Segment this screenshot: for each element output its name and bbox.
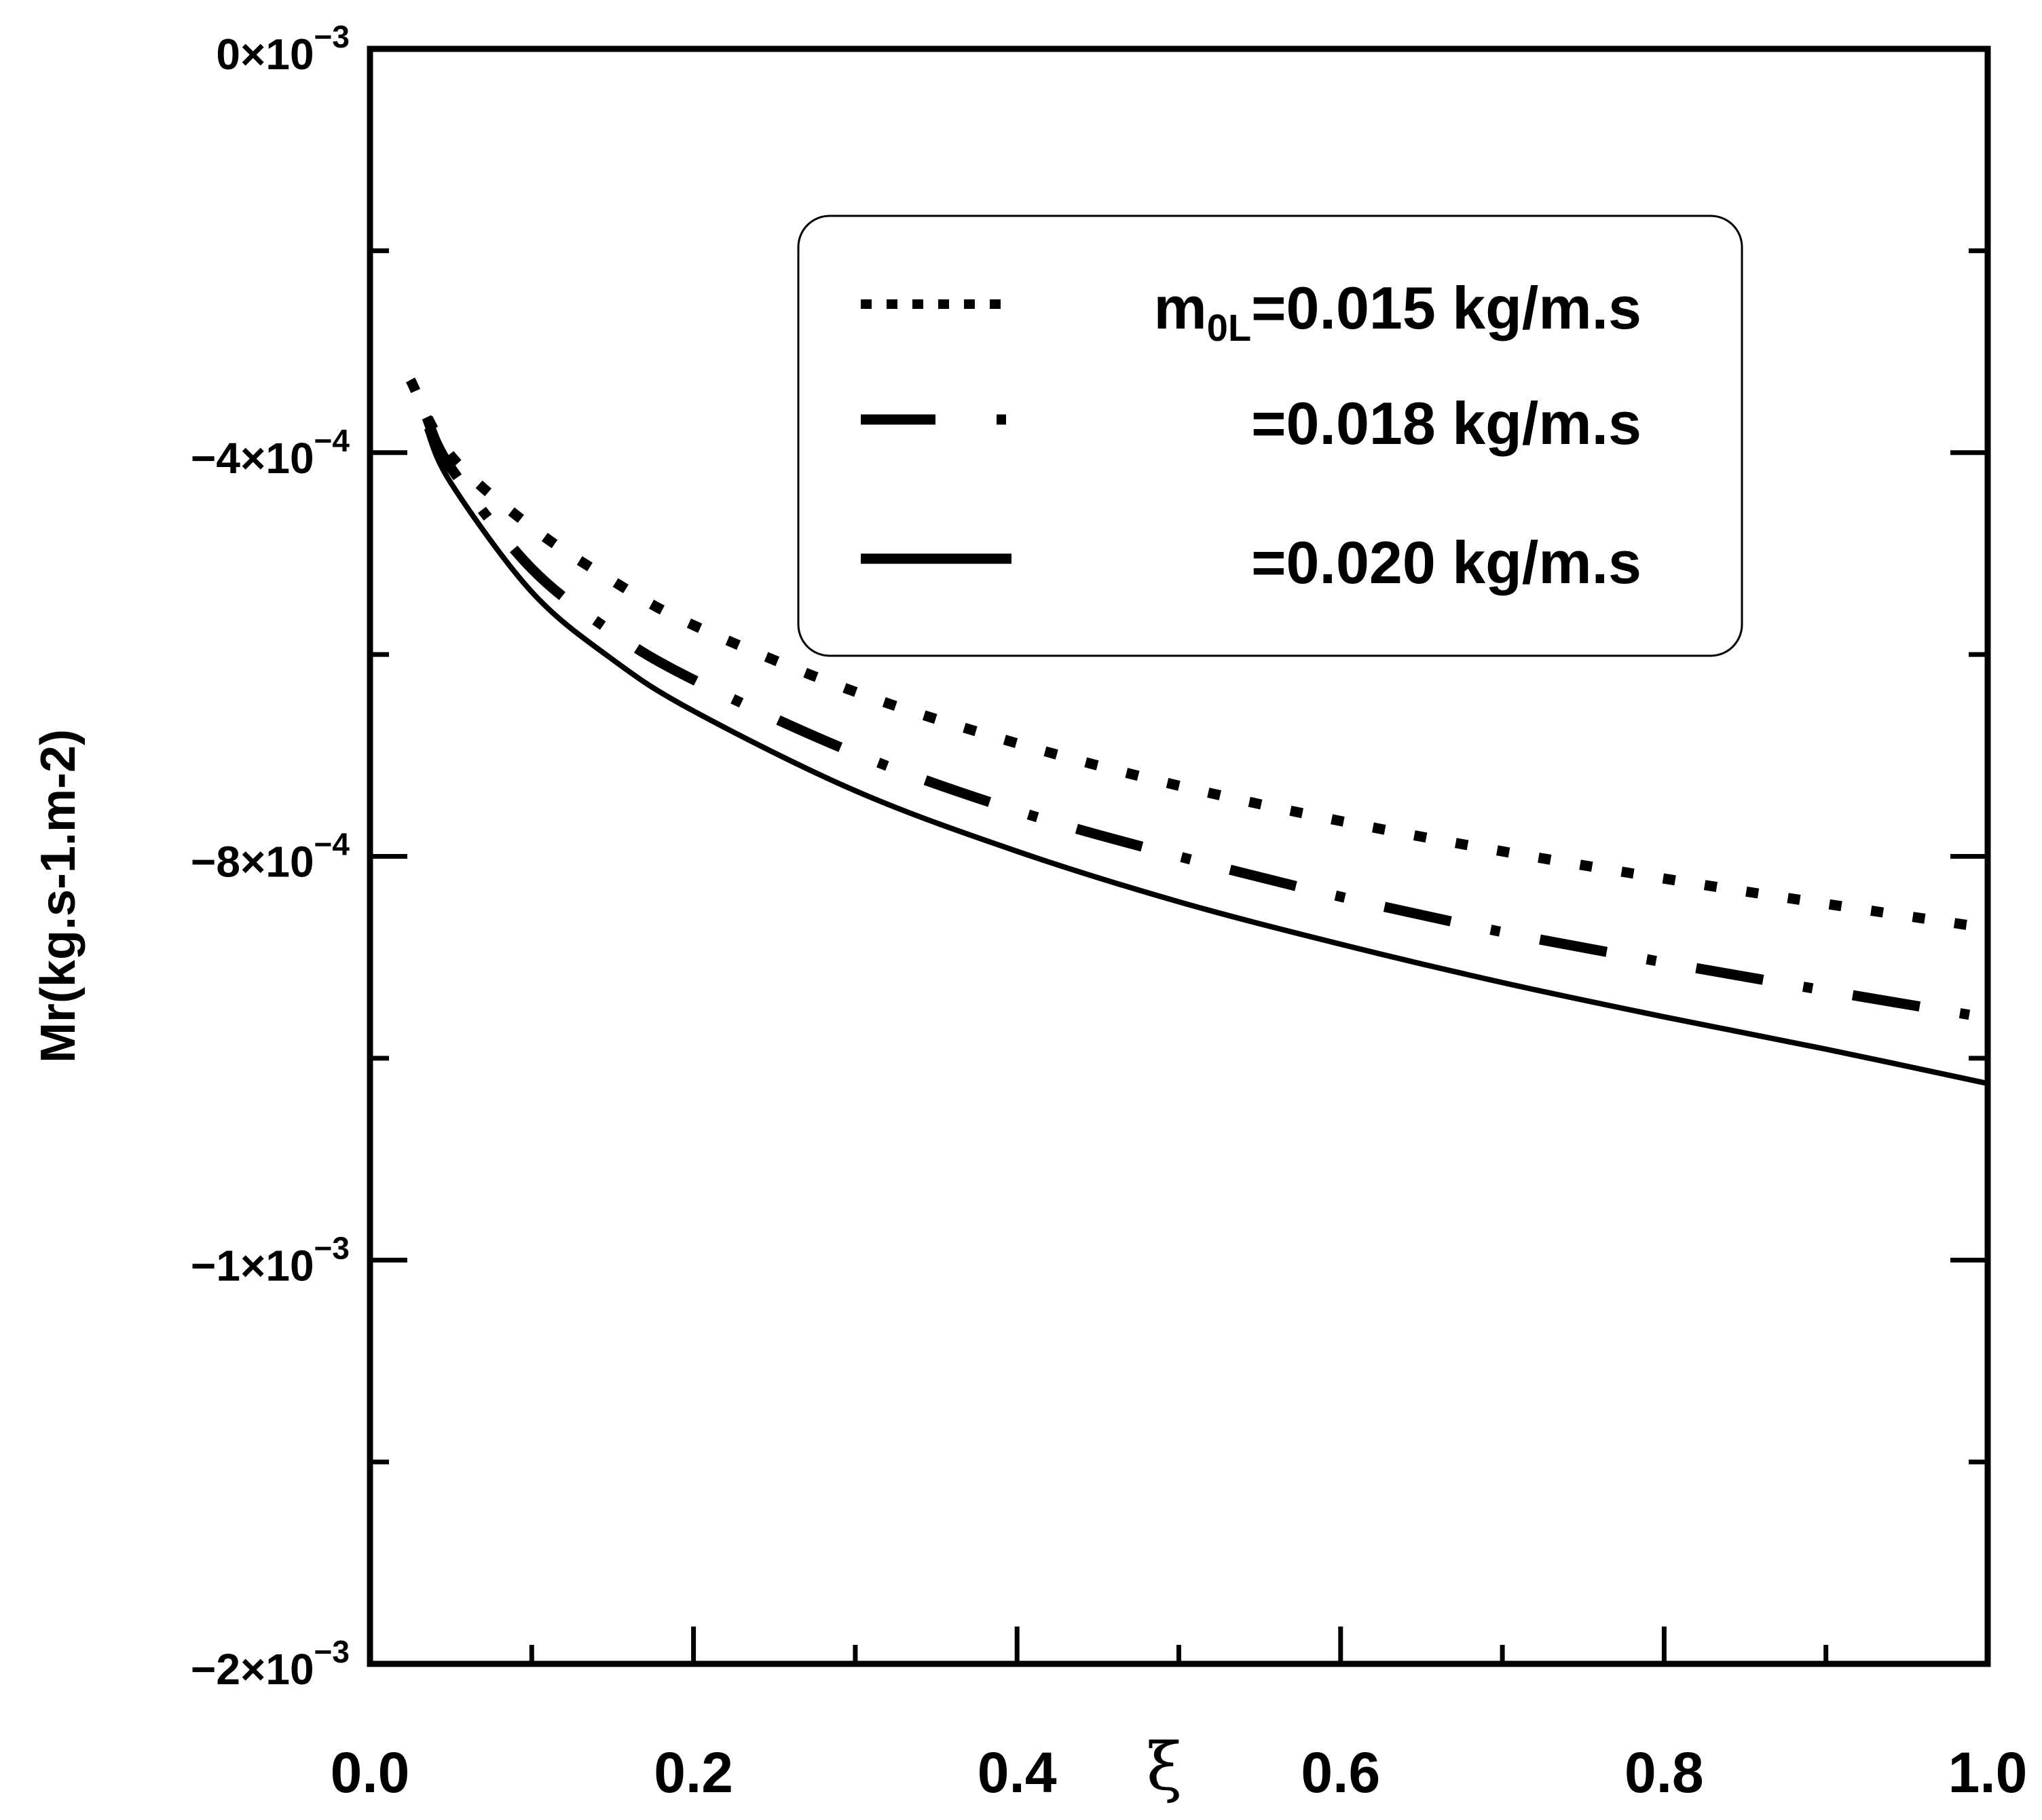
- legend-label: =0.020 kg/m.s: [1251, 529, 1641, 596]
- y-tick-label: −8×10−4: [191, 827, 350, 887]
- y-tick-label: −1×10−3: [191, 1230, 350, 1290]
- x-tick-label: 0.2: [654, 1741, 733, 1804]
- legend-label: m0L=0.015 kg/m.s: [1154, 274, 1641, 349]
- legend: m0L=0.015 kg/m.s =0.018 kg/m.s =0.020 kg/m…: [797, 215, 1743, 657]
- x-tick-label: 0.6: [1301, 1741, 1380, 1804]
- series-line-dashdot: [422, 415, 1989, 1023]
- x-axis-ticks: [367, 1627, 1990, 1664]
- x-axis-title: ξ: [1147, 1729, 1183, 1805]
- y-tick-label: −4×10−4: [191, 423, 350, 483]
- x-tick-label: 1.0: [1948, 1741, 2028, 1804]
- y-axis-tick-labels: 0×10−3 −4×10−4 −8×10−4 −1×10−3 −2×10−3: [191, 19, 350, 1694]
- x-tick-label: 0.4: [978, 1741, 1057, 1804]
- series-line-solid: [424, 427, 1988, 1086]
- y-axis-ticks: [370, 46, 1988, 1667]
- x-tick-label: 0.8: [1625, 1741, 1704, 1804]
- y-tick-label: 0×10−3: [216, 19, 350, 79]
- series-layer: [405, 377, 1989, 1086]
- x-tick-label: 0.0: [331, 1741, 410, 1804]
- x-axis-tick-labels: 0.0 0.2 0.4 0.6 0.8 1.0: [331, 1741, 2028, 1804]
- y-axis-title: Mr(kg.s-1.m-2): [31, 729, 86, 1063]
- legend-label: =0.018 kg/m.s: [1251, 390, 1641, 457]
- legend-box: [797, 215, 1743, 657]
- y-tick-label: −2×10−3: [191, 1634, 350, 1694]
